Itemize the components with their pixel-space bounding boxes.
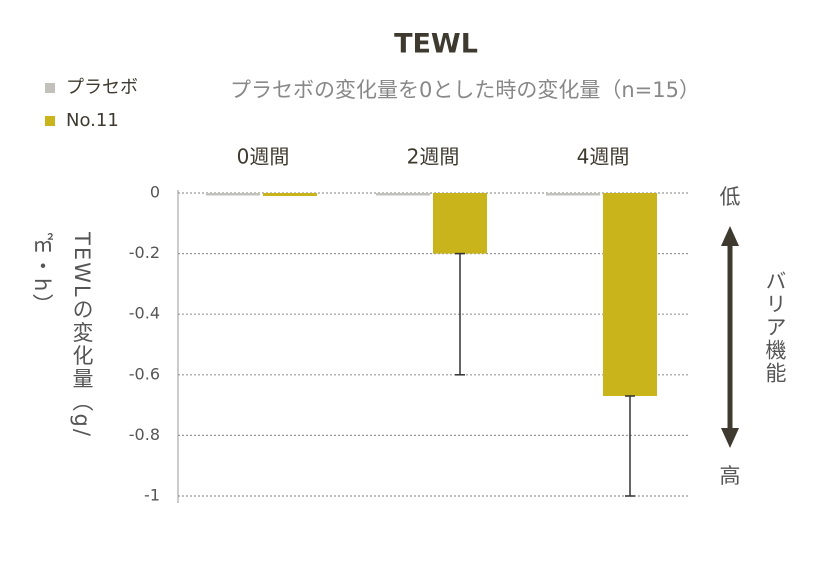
annotation: 低 [720, 185, 741, 209]
bar [206, 193, 260, 196]
bar [263, 193, 317, 197]
annotation: 高 [720, 464, 741, 488]
bar [376, 193, 430, 196]
bar [433, 193, 487, 254]
annotation: バリア機能 [763, 270, 787, 385]
x-tick-label: 0週間 [237, 145, 290, 169]
bar [546, 193, 600, 196]
double-arrow [721, 226, 739, 448]
y-tick-label: -0.4 [129, 304, 160, 323]
y-tick-label: -0.8 [129, 425, 160, 444]
legend-swatch [45, 116, 55, 126]
legend-swatch [45, 83, 55, 93]
error-bar [455, 252, 465, 376]
chart-subtitle: プラセボの変化量を0とした時の変化量（n=15） [230, 78, 700, 102]
y-tick-label: -0.2 [129, 243, 160, 262]
bar [603, 193, 657, 397]
x-tick-label: 4週間 [577, 145, 630, 169]
y-tick-label: -1 [144, 486, 160, 505]
legend-label: No.11 [66, 110, 119, 131]
y-tick-label: -0.6 [129, 364, 160, 383]
x-tick-label: 2週間 [407, 145, 460, 169]
error-bar [625, 395, 635, 497]
y-tick-label: 0 [150, 183, 160, 202]
y-axis-label: TEWLの変化量（g/㎡・h） [30, 232, 94, 438]
legend-label: プラセボ [66, 77, 138, 98]
chart-title: TEWL [394, 29, 478, 60]
